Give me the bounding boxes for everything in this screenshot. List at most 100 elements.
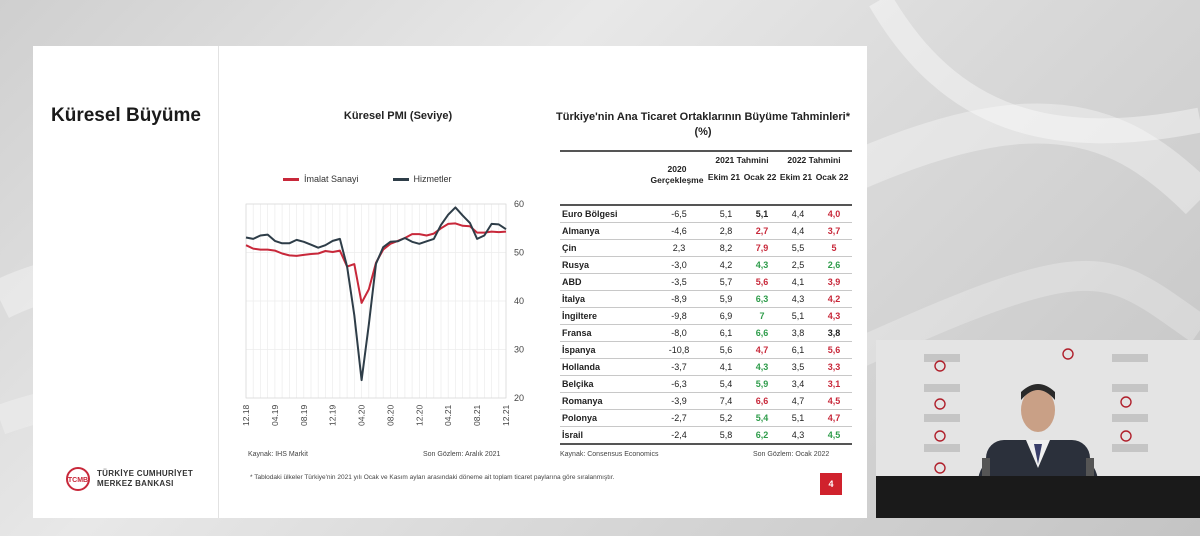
cell-country: Romanya — [562, 396, 603, 406]
table-row: Hollanda -3,7 4,1 4,3 3,5 3,3 — [560, 359, 852, 376]
cell-2020: -6,5 — [671, 209, 687, 219]
cell-2020: -3,5 — [671, 277, 687, 287]
cell-2021-ocak: 5,6 — [755, 277, 769, 287]
cell-2021-ocak: 4,3 — [755, 260, 769, 270]
cell-2021-ekim: 2,8 — [719, 226, 733, 236]
cell-country: Polonya — [562, 413, 598, 423]
slide-divider — [218, 46, 219, 518]
cell-2021-ocak: 5,9 — [755, 379, 769, 389]
logo-line-1: TÜRKİYE CUMHURİYET — [97, 469, 194, 478]
cell-2021-ekim: 4,1 — [719, 362, 733, 372]
table-header: 2020 Gerçekleşme 2021 Tahmini 2022 Tahmi… — [560, 152, 852, 206]
cell-2021-ekim: 5,8 — [719, 430, 733, 440]
cell-2020: -2,7 — [671, 413, 687, 423]
cell-2022-ekim: 4,1 — [791, 277, 805, 287]
page-number: 4 — [820, 473, 842, 495]
header-2021-ocak: Ocak 22 — [743, 172, 777, 182]
x-tick-label: 08.19 — [299, 404, 309, 426]
cell-2021-ekim: 5,1 — [719, 209, 733, 219]
y-tick-label: 20 — [514, 393, 524, 403]
cell-2021-ocak: 6,6 — [755, 328, 769, 338]
table-row: Fransa -8,0 6,1 6,6 3,8 3,8 — [560, 325, 852, 342]
pmi-chart-title: Küresel PMI (Seviye) — [343, 110, 453, 122]
cell-2020: -9,8 — [671, 311, 687, 321]
y-tick-label: 60 — [514, 199, 524, 209]
cell-2020: -3,0 — [671, 260, 687, 270]
cell-2021-ekim: 5,4 — [719, 379, 733, 389]
tcmb-logo: TCMB TÜRKİYE CUMHURİYET MERKEZ BANKASI — [65, 466, 193, 492]
cell-2022-ocak: 3,3 — [827, 362, 841, 372]
cell-2021-ocak: 5,4 — [755, 413, 769, 423]
logo-mark: TCMB — [68, 477, 88, 484]
table-row: Almanya -4,6 2,8 2,7 4,4 3,7 — [560, 223, 852, 240]
cell-2022-ekim: 3,8 — [791, 328, 805, 338]
x-tick-label: 12.21 — [501, 404, 511, 426]
x-tick-label: 12.18 — [241, 404, 251, 426]
cell-2021-ekim: 4,2 — [719, 260, 733, 270]
cell-2022-ocak: 5,6 — [827, 345, 841, 355]
cell-2022-ekim: 6,1 — [791, 345, 805, 355]
slide-footnote: * Tablodaki ülkeler Türkiye'nin 2021 yıl… — [250, 474, 615, 481]
table-row: Romanya -3,9 7,4 6,6 4,7 4,5 — [560, 393, 852, 410]
cell-2022-ocak: 4,0 — [827, 209, 841, 219]
cell-2022-ocak: 5 — [831, 243, 837, 253]
pmi-line-chart: 20 30 40 50 60 12.18 04.19 08.19 12.19 04.20 08.20… — [241, 199, 524, 426]
legend-item-manufacturing: İmalat Sanayi — [283, 174, 359, 184]
speaker-video-overlay — [876, 340, 1200, 518]
table-row: İngiltere -9,8 6,9 7 5,1 4,3 — [560, 308, 852, 325]
logo-line-2: MERKEZ BANKASI — [97, 479, 174, 488]
legend-swatch-manufacturing — [283, 177, 299, 181]
cell-2022-ocak: 4,5 — [827, 430, 841, 440]
cell-2020: -8,0 — [671, 328, 687, 338]
cell-country: Belçika — [562, 379, 594, 389]
cell-2021-ekim: 6,9 — [719, 311, 733, 321]
x-tick-label: 08.20 — [385, 404, 395, 426]
header-2021-ekim: Ekim 21 — [707, 172, 741, 182]
speaker-video-frame — [876, 340, 1200, 518]
section-title: Küresel Büyüme — [51, 105, 201, 126]
growth-table-title: Türkiye'nin Ana Ticaret Ortaklarının Büy… — [556, 111, 850, 138]
pmi-last-observation: Son Gözlem: Aralık 2021 — [423, 451, 501, 458]
cell-2021-ocak: 7,9 — [755, 243, 769, 253]
cell-2020: -3,9 — [671, 396, 687, 406]
cell-2020: 2,3 — [672, 243, 686, 253]
header-2021-group: 2021 Tahmini — [715, 155, 769, 165]
legend-label-services: Hizmetler — [413, 174, 452, 184]
cell-country: Fransa — [562, 328, 592, 338]
cell-2022-ocak: 4,7 — [827, 413, 841, 423]
cell-2021-ocak: 2,7 — [755, 226, 769, 236]
table-row: İsrail -2,4 5,8 6,2 4,3 4,5 — [560, 427, 852, 445]
table-row: Rusya -3,0 4,2 4,3 2,5 2,6 — [560, 257, 852, 274]
cell-2022-ekim: 5,5 — [791, 243, 805, 253]
cell-2021-ocak: 4,7 — [755, 345, 769, 355]
x-tick-label: 04.20 — [357, 404, 367, 426]
cell-2022-ekim: 4,7 — [791, 396, 805, 406]
table-row: İtalya -8,9 5,9 6,3 4,3 4,2 — [560, 291, 852, 308]
cell-2021-ekim: 7,4 — [719, 396, 733, 406]
x-tick-label: 12.20 — [414, 404, 424, 426]
cell-country: Hollanda — [562, 362, 601, 372]
cell-2022-ocak: 3,9 — [827, 277, 841, 287]
cell-2021-ekim: 5,6 — [719, 345, 733, 355]
cell-2022-ocak: 3,1 — [827, 379, 841, 389]
cell-2021-ekim: 5,2 — [719, 413, 733, 423]
x-tick-label: 04.19 — [270, 404, 280, 426]
cell-2021-ocak: 7 — [759, 311, 765, 321]
cell-2022-ocak: 3,7 — [827, 226, 841, 236]
cell-country: İngiltere — [562, 311, 598, 321]
table-row: Euro Bölgesi -6,5 5,1 5,1 4,4 4,0 — [560, 206, 852, 223]
tcmb-emblem-icon: TCMB — [66, 467, 90, 491]
x-tick-label: 12.19 — [328, 404, 338, 426]
cell-country: İtalya — [562, 294, 586, 304]
cell-2022-ekim: 3,5 — [791, 362, 805, 372]
cell-2021-ekim: 5,9 — [719, 294, 733, 304]
table-row: ABD -3,5 5,7 5,6 4,1 3,9 — [560, 274, 852, 291]
plot-frame — [245, 203, 507, 399]
cell-country: İsrail — [562, 430, 584, 440]
table-row: Belçika -6,3 5,4 5,9 3,4 3,1 — [560, 376, 852, 393]
x-tick-label: 08.21 — [472, 404, 482, 426]
header-2022-ocak: Ocak 22 — [815, 172, 849, 182]
cell-country: ABD — [562, 277, 582, 287]
cell-2021-ekim: 6,1 — [719, 328, 733, 338]
pmi-source: Kaynak: IHS Markit — [248, 451, 308, 458]
